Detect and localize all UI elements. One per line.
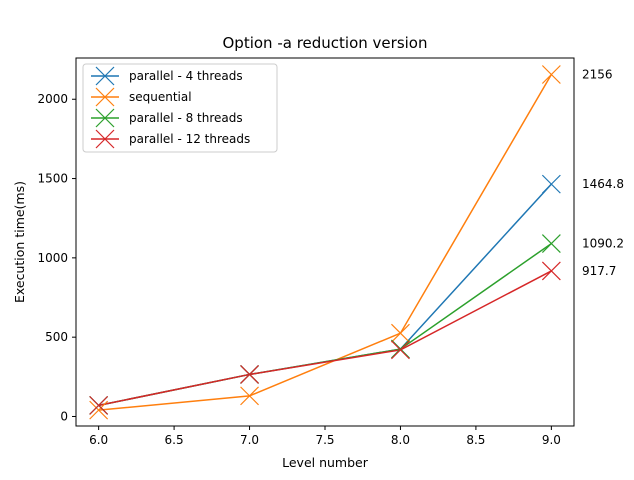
y-tick-label: 0 — [60, 409, 68, 423]
series-line-1 — [98, 74, 553, 411]
legend-item: parallel - 8 threads — [91, 108, 243, 128]
data-point — [541, 65, 561, 84]
value-annotation: 2156 — [582, 67, 613, 81]
legend: parallel - 4 threads sequential parallel -… — [82, 63, 278, 153]
data-point — [391, 340, 410, 360]
value-annotation: 1464.8 — [582, 177, 624, 191]
series-markers — [89, 65, 561, 420]
series-line-3 — [98, 270, 552, 407]
x-tick-label: 8.0 — [391, 433, 410, 447]
legend-label: parallel - 4 threads — [129, 69, 243, 83]
y-axis-label: Execution time(ms) — [12, 181, 27, 303]
series-lines — [98, 74, 553, 411]
data-point — [391, 323, 410, 343]
annotations: 2156 1464.8 1090.2 917.7 — [582, 67, 624, 277]
legend-label: sequential — [129, 90, 192, 104]
data-point — [240, 365, 259, 384]
legend-item: parallel - 12 threads — [91, 129, 250, 149]
x-axis-label: Level number — [282, 455, 369, 470]
value-annotation: 917.7 — [582, 264, 616, 278]
data-point — [541, 234, 561, 253]
y-tick-label: 1500 — [37, 172, 68, 186]
legend-label: parallel - 12 threads — [129, 132, 250, 146]
x-tick-label: 8.5 — [466, 433, 485, 447]
value-annotation: 1090.2 — [582, 237, 624, 251]
y-tick-label: 2000 — [37, 92, 68, 106]
legend-item: parallel - 4 threads — [91, 66, 243, 86]
data-point — [89, 400, 109, 420]
x-tick-label: 7.0 — [240, 433, 259, 447]
data-point — [89, 395, 109, 415]
y-tick-label: 500 — [45, 330, 68, 344]
x-tick-label: 6.5 — [165, 433, 184, 447]
data-point — [541, 261, 561, 281]
y-tick-label: 1000 — [37, 251, 68, 265]
legend-label: parallel - 8 threads — [129, 111, 243, 125]
plot-frame — [75, 57, 575, 427]
legend-item: sequential — [91, 87, 192, 107]
chart-title: Option -a reduction version — [223, 34, 428, 52]
x-tick-label: 9.0 — [542, 433, 561, 447]
x-tick-label: 6.0 — [89, 433, 108, 447]
axis-ticks: 6.0 6.5 7.0 7.5 8.0 8.5 9.0 0 500 1000 1500 2000 — [37, 92, 560, 447]
x-tick-label: 7.5 — [315, 433, 334, 447]
data-point — [240, 386, 259, 406]
data-point — [541, 174, 561, 194]
legend-box — [82, 63, 278, 153]
